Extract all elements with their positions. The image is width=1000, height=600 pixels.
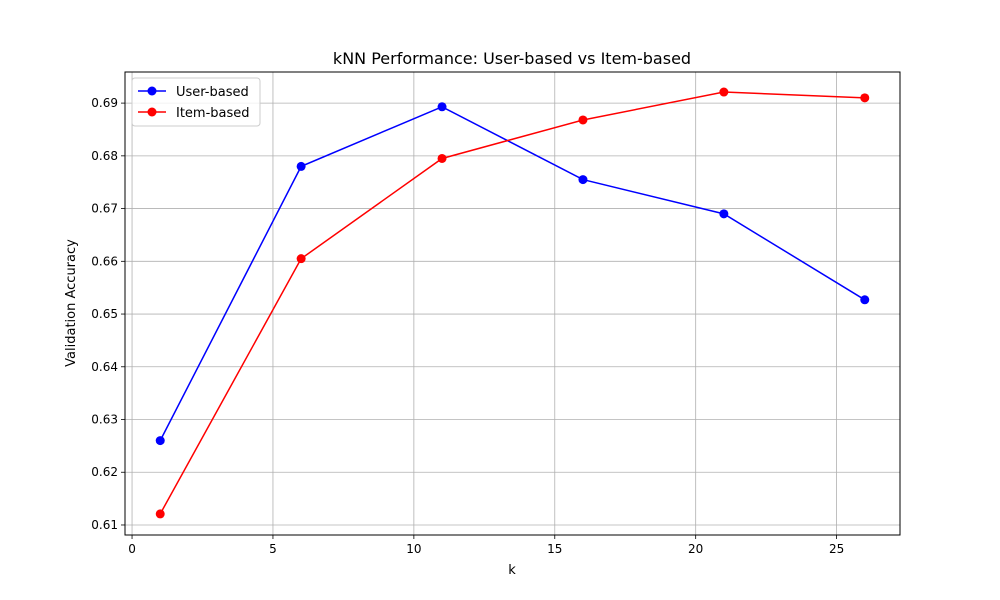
y-tick-label: 0.64 — [91, 360, 118, 374]
series-line-item-based — [159, 91, 865, 515]
y-tick-label: 0.66 — [91, 254, 118, 268]
x-tick-label: 0 — [128, 542, 136, 556]
data-point-item-based — [296, 254, 306, 264]
series-item-based — [155, 87, 870, 519]
x-tick-label: 5 — [269, 542, 277, 556]
x-axis-label: k — [508, 563, 516, 578]
y-tick-label: 0.67 — [91, 202, 118, 216]
data-point-user-based — [296, 161, 306, 171]
data-point-item-based — [719, 87, 729, 97]
series-user-based — [155, 102, 870, 446]
series-layer — [155, 87, 870, 519]
ticks: 0 5 10 15 20 25 0.61 0.62 0.63 0.64 0.65 0.66 0.67 0.… — [91, 96, 844, 556]
legend-marker-item-based — [147, 107, 157, 117]
legend-box — [131, 77, 261, 127]
plot-frame — [124, 71, 901, 536]
legend-label-user-based: User-based — [176, 85, 249, 100]
data-point-user-based — [155, 436, 165, 446]
x-tick-label: 15 — [547, 542, 562, 556]
chart-title: kNN Performance: User-based vs Item-base… — [333, 49, 691, 68]
data-point-user-based — [719, 209, 729, 219]
data-point-item-based — [155, 509, 165, 519]
legend: User-based Item-based — [131, 77, 261, 127]
y-tick-label: 0.68 — [91, 149, 118, 163]
y-tick-label: 0.61 — [91, 518, 118, 532]
data-point-user-based — [437, 102, 447, 112]
data-point-item-based — [437, 153, 447, 163]
series-line-user-based — [159, 105, 866, 441]
data-point-user-based — [578, 175, 588, 185]
y-axis-label: Validation Accuracy — [64, 239, 79, 367]
data-point-user-based — [860, 295, 870, 305]
y-tick-label: 0.63 — [91, 413, 118, 427]
data-point-item-based — [860, 93, 870, 103]
y-tick-label: 0.65 — [91, 307, 118, 321]
y-tick-label: 0.62 — [91, 465, 118, 479]
x-tick-label: 10 — [406, 542, 421, 556]
x-tick-label: 25 — [829, 542, 844, 556]
y-tick-label: 0.69 — [91, 96, 118, 110]
x-tick-label: 20 — [688, 542, 703, 556]
data-point-item-based — [578, 115, 588, 125]
legend-marker-user-based — [147, 86, 157, 96]
grid — [125, 72, 900, 535]
legend-label-item-based: Item-based — [176, 106, 250, 121]
